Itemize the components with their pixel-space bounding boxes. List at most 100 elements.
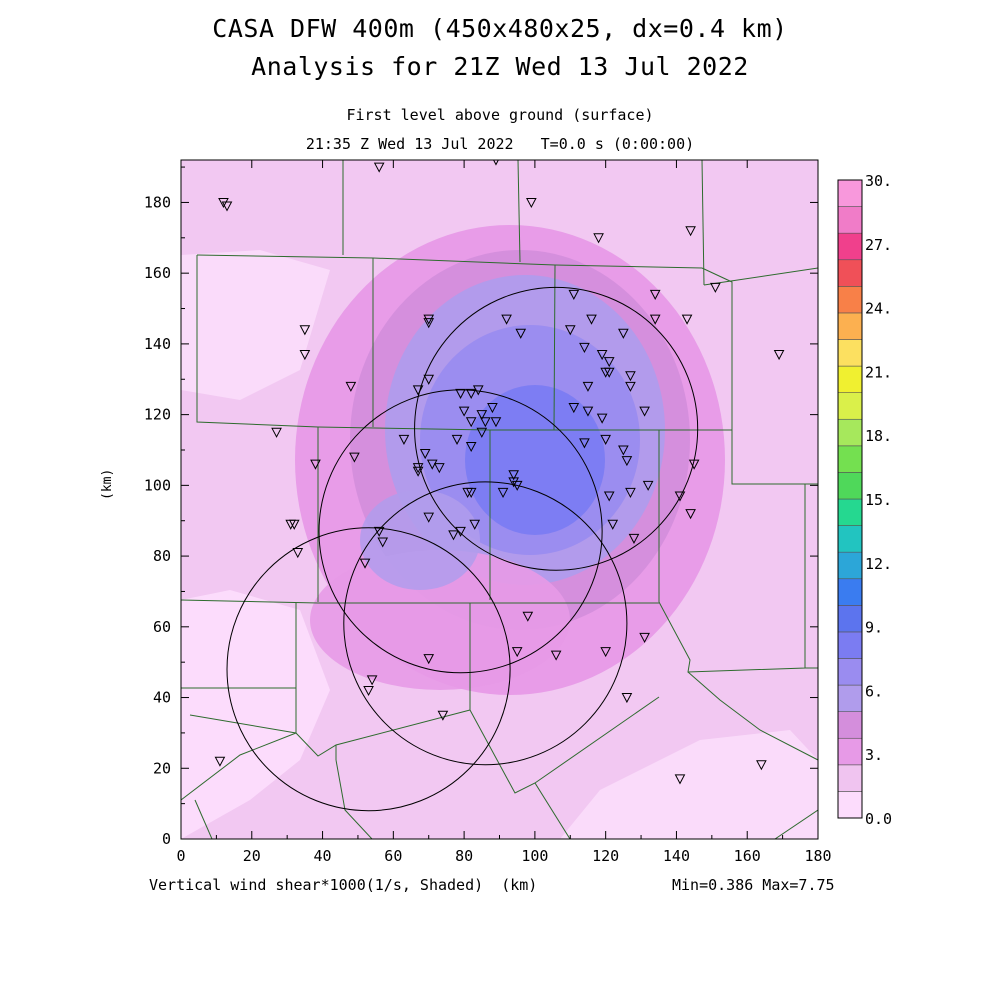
- station-marker: [434, 463, 445, 474]
- county-line-28: [774, 809, 818, 839]
- county-line-23: [687, 671, 818, 761]
- shade-band-7: [465, 385, 605, 535]
- colorbar-frame: [837, 179, 863, 819]
- chart-title-line-2: Analysis for 21Z Wed 13 Jul 2022: [251, 52, 749, 81]
- colorbar-tick-label: 30.: [865, 172, 892, 190]
- station-marker: [419, 449, 431, 460]
- colorbar-tick-label: 9.: [865, 619, 883, 637]
- station-marker: [522, 611, 534, 622]
- chart-subtitle-level: First level above ground (surface): [346, 106, 654, 124]
- station-marker: [600, 434, 611, 445]
- station-marker: [515, 328, 527, 339]
- station-marker: [426, 459, 438, 470]
- station-marker: [423, 314, 435, 325]
- station-marker: [674, 491, 686, 502]
- colorbar-tick-label: 6.: [865, 682, 883, 700]
- colorbar-tick-label: 15.: [865, 491, 892, 509]
- station-marker: [455, 526, 466, 537]
- y-tick-label: 80: [153, 547, 171, 565]
- colorbar-swatch: [837, 339, 863, 367]
- station-marker: [423, 374, 435, 385]
- station-marker: [564, 325, 576, 336]
- county-line-10: [731, 430, 818, 485]
- station-marker: [363, 685, 374, 697]
- station-marker: [625, 371, 636, 382]
- station-marker: [621, 693, 633, 704]
- station-marker: [710, 282, 721, 293]
- station-marker: [596, 350, 608, 361]
- station-marker: [218, 197, 229, 209]
- station-marker: [451, 434, 463, 445]
- station-marker: [455, 388, 466, 399]
- station-marker: [458, 406, 470, 417]
- colorbar-swatch: [837, 605, 863, 633]
- station-marker: [600, 367, 611, 378]
- colorbar-swatch: [837, 737, 863, 766]
- county-line-3: [196, 254, 703, 269]
- station-marker: [487, 403, 498, 414]
- station-marker: [685, 509, 696, 520]
- station-marker: [373, 526, 385, 537]
- x-tick-label: 100: [521, 847, 548, 865]
- station-marker: [639, 632, 650, 643]
- station-marker: [628, 533, 640, 544]
- colorbar-swatch: [837, 286, 863, 314]
- station-marker: [214, 756, 226, 767]
- shear-shading: [181, 160, 818, 839]
- station-marker: [607, 519, 619, 530]
- colorbar-swatch: [837, 631, 863, 659]
- y-tick-label: 40: [153, 689, 171, 707]
- station-marker: [579, 342, 590, 354]
- station-marker: [508, 477, 519, 488]
- colorbar-swatch: [837, 206, 863, 234]
- y-tick-label: 160: [144, 264, 171, 282]
- county-line-2: [701, 160, 705, 286]
- station-marker: [423, 654, 435, 665]
- min-max-label: Min=0.386 Max=7.75: [672, 876, 835, 894]
- station-marker: [490, 417, 502, 428]
- colorbar-swatch: [837, 392, 863, 420]
- station-marker: [596, 413, 608, 424]
- colorbar: 0.0 3. 6. 9. 12. 15. 18. 21. 24. 27. 30.: [837, 172, 892, 828]
- colorbar-swatch: [837, 551, 863, 580]
- county-line-9: [317, 426, 732, 431]
- station-marker: [299, 350, 311, 361]
- station-marker: [526, 197, 537, 209]
- colorbar-swatch: [837, 445, 863, 473]
- x-tick-label: 60: [384, 847, 402, 865]
- colorbar-tick-label: 24.: [865, 300, 892, 318]
- y-tick-label: 120: [144, 406, 171, 424]
- colorbar-tick-label: 0.0: [865, 810, 892, 828]
- colorbar-swatch: [837, 365, 863, 393]
- y-tick-label: 20: [153, 759, 171, 777]
- colorbar-tick-label: 3.: [865, 746, 883, 764]
- station-marker: [497, 487, 509, 498]
- station-marker: [465, 388, 477, 399]
- county-line-5: [196, 255, 319, 428]
- station-marker: [579, 438, 590, 449]
- county-line-1: [517, 160, 521, 263]
- station-marker: [681, 314, 693, 325]
- y-tick-label: 0: [162, 830, 171, 848]
- chart-subtitle-time: 21:35 Z Wed 13 Jul 2022 T=0.0 s (0:00:00…: [305, 135, 695, 153]
- station-marker: [288, 519, 300, 530]
- x-tick-label: 160: [734, 847, 761, 865]
- station-marker: [625, 487, 636, 498]
- county-line-7: [701, 267, 733, 430]
- colorbar-swatch: [837, 711, 863, 739]
- county-line-21: [469, 696, 660, 794]
- colorbar-swatch: [837, 578, 863, 606]
- station-marker: [639, 406, 650, 417]
- y-tick-label: 140: [144, 335, 171, 353]
- axes: 0 20 40 60 80 100 120 140 160 180 0 20 40 60 80 100 120 1…: [144, 160, 832, 865]
- plot-area: [181, 160, 818, 839]
- station-marker: [349, 452, 360, 463]
- colorbar-swatch: [837, 498, 863, 526]
- station-marker: [377, 537, 389, 548]
- colorbar-swatch: [837, 232, 863, 261]
- station-marker: [412, 466, 424, 477]
- station-marker: [299, 325, 311, 336]
- x-tick-label: 80: [455, 847, 473, 865]
- colorbar-swatch: [837, 179, 863, 207]
